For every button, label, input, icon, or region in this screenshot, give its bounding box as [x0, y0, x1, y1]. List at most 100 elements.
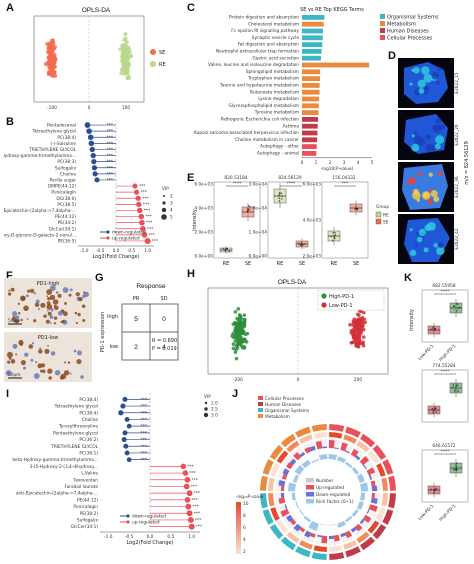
- panel-e-point: [280, 192, 283, 195]
- panel-j-up-bar: [299, 526, 306, 533]
- panel-j-down-bar: [322, 446, 328, 449]
- panel-f-cell: [24, 352, 29, 357]
- panel-d-signal: [423, 192, 429, 198]
- panel-c-label: Glycerophospholipid metabolism: [229, 103, 300, 109]
- panel-j-down-bar: [370, 497, 378, 504]
- panel-d-signal: [432, 125, 438, 131]
- panel-j-category-arc: [311, 552, 327, 560]
- panel-b-star: ***: [141, 190, 148, 196]
- panel-a-point-se: [52, 70, 57, 75]
- panel-j-legend-top-swatch: [258, 402, 263, 406]
- panel-g-cell-00: 5: [134, 316, 138, 323]
- panel-f-svg: PD1-high 50μm PD1-low 50μm: [4, 278, 92, 382]
- panel-g-row-high: high: [107, 314, 118, 320]
- panel-c-bar: [302, 49, 322, 54]
- panel-f-cell: [25, 294, 29, 298]
- panel-a-legend-se: SE: [159, 50, 165, 56]
- panel-b-dot: [141, 231, 148, 238]
- panel-b-dot: [135, 195, 141, 201]
- panel-f-cell: [77, 350, 82, 356]
- panel-d-signal: [413, 131, 418, 135]
- panel-d-signal: [417, 171, 423, 176]
- panel-i-star: ***: [195, 517, 202, 523]
- panel-i-star: ***: [192, 497, 199, 503]
- panel-f-cell: [49, 285, 56, 291]
- panel-k-point: [434, 408, 436, 410]
- panel-j-category-arc: [260, 475, 268, 491]
- panel-e-point: [356, 208, 359, 210]
- panel-b-dot: [144, 237, 151, 244]
- panel-label-g: G: [95, 272, 104, 284]
- panel-j-rich-bar: [345, 461, 353, 469]
- panel-k-point: [434, 328, 437, 330]
- panel-b-label: PE(36:5): [58, 238, 77, 244]
- panel-b-star: ***: [152, 238, 159, 244]
- panel-k-title: 682.55958: [432, 283, 456, 289]
- panel-c-label: Neutrophil extracellular trap formation: [216, 49, 299, 55]
- panel-i-label: PC(36:2): [79, 437, 98, 443]
- panel-j-pvalue-arc: [299, 434, 313, 444]
- panel-j-up-bar: [344, 530, 353, 539]
- panel-c-legend-swatch: [380, 28, 385, 33]
- panel-c-label: Pathogenic Escherichia coli infection: [221, 117, 300, 123]
- panel-j-center: [296, 460, 360, 524]
- panel-j-down-bar: [344, 450, 350, 454]
- panel-label-h: H: [187, 268, 195, 280]
- panel-e-point: [246, 211, 248, 213]
- panel-c-label: Choline metabolism in cancer: [235, 137, 299, 143]
- panel-a-legend-re-dot: [150, 61, 156, 67]
- panel-e-ytick: 2.0e+03: [302, 254, 321, 260]
- panel-k-xtick: Low-PD-1: [417, 503, 436, 522]
- panel-d-signal: [423, 247, 429, 253]
- panel-e-point: [247, 207, 249, 210]
- panel-j-category-arc: [269, 524, 284, 540]
- panel-d-signal: [409, 82, 413, 86]
- panel-c-bar: [302, 137, 318, 143]
- panel-a-point-re: [124, 40, 129, 45]
- panel-j-down-bar: [286, 514, 294, 522]
- panel-d-signal: [413, 135, 423, 144]
- panel-e-ytick: 3.0e+04: [248, 182, 267, 188]
- panel-e-frame: [321, 181, 369, 259]
- panel-b-dot: [138, 213, 145, 220]
- panel-h-point-low: [357, 317, 361, 321]
- panel-k-point: [455, 466, 458, 468]
- panel-h-point-low: [361, 335, 366, 339]
- panel-i-star: ***: [141, 437, 148, 443]
- panel-k-point: [432, 411, 434, 414]
- panel-h-point-high: [242, 313, 247, 317]
- panel-b-dot: [90, 152, 96, 159]
- panel-f-cell: [23, 305, 29, 311]
- panel-i-star: ***: [141, 450, 148, 456]
- panel-k-point: [456, 384, 459, 386]
- panel-j-category-arc: [260, 493, 268, 509]
- panel-j-down-bar: [328, 535, 335, 540]
- panel-b-xtick: 0.5: [128, 248, 135, 254]
- panel-h-point-low: [361, 340, 365, 345]
- panel-c-label: Kaposi sarcoma-associated herpesvirus in…: [194, 130, 299, 136]
- panel-e-svg: 820.53184 0.0e+00 2.0e+03 4.0e+03 6.0e+03 ***…: [192, 175, 389, 267]
- panel-b-lollipop: Pentadecanal *** Tetraethylene glycol *** PC…: [4, 120, 184, 270]
- panel-b-star: ***: [149, 232, 156, 238]
- panel-f-cell: [73, 349, 77, 353]
- panel-i-label: L-Valine: [81, 471, 98, 477]
- panel-a-point-se: [47, 42, 52, 47]
- panel-b-vip-dot: [162, 201, 166, 205]
- panel-i-dot: [184, 496, 191, 503]
- panel-k-point: [457, 307, 459, 309]
- panel-b-legend-dot: [106, 236, 110, 240]
- panel-b-vip-label: 5: [170, 215, 173, 221]
- panel-j-up-bar: [282, 473, 288, 480]
- panel-j-category-arc: [280, 433, 296, 448]
- panel-i-dot: [180, 463, 187, 470]
- panel-j-category-arc: [372, 524, 387, 540]
- panel-d-signal: [413, 66, 420, 74]
- panel-f-cell: [30, 358, 34, 362]
- panel-f-cell: [35, 361, 38, 364]
- panel-k-point: [456, 310, 458, 312]
- panel-f-cell: [82, 294, 86, 299]
- panel-j-rich-bar: [320, 524, 328, 526]
- panel-c-bar: [302, 15, 325, 20]
- panel-f-cell: [53, 322, 57, 325]
